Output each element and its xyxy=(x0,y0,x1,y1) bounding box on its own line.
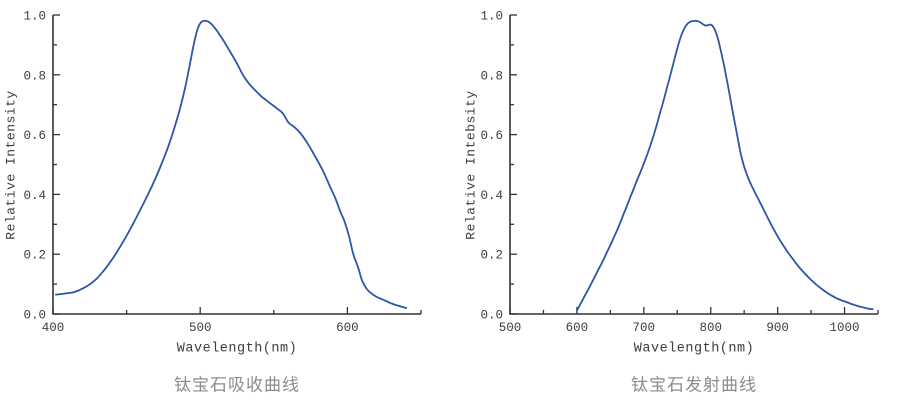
x-tick-label: 500 xyxy=(499,321,522,335)
absorption-chart-title: 钛宝石吸收曲线 xyxy=(174,375,300,395)
y-tick-label: 0.6 xyxy=(480,129,503,143)
y-tick-label: 0.0 xyxy=(23,309,46,323)
y-tick-label: 0.8 xyxy=(480,69,503,83)
x-tick-label: 600 xyxy=(336,321,359,335)
absorption-y-axis-label: Relative Intensity xyxy=(3,90,19,240)
x-tick-label: 700 xyxy=(633,321,656,335)
emission-y-axis-label: Relative Intebsity xyxy=(463,90,479,240)
y-tick-label: 0.6 xyxy=(23,129,46,143)
emission-x-axis-label: Wavelength(nm) xyxy=(633,341,755,357)
y-tick-label: 1.0 xyxy=(480,10,503,24)
emission-curve xyxy=(576,19,874,312)
y-tick-label: 0.4 xyxy=(23,189,46,203)
x-tick-label: 900 xyxy=(766,321,789,335)
x-tick-label: 400 xyxy=(42,321,65,335)
y-tick-label: 0.2 xyxy=(23,249,46,263)
x-tick-label: 1000 xyxy=(830,321,860,335)
y-tick-label: 1.0 xyxy=(23,10,46,24)
tick-marks xyxy=(52,14,422,315)
x-tick-label: 800 xyxy=(699,321,722,335)
absorption-curve xyxy=(55,19,408,309)
absorption-plot-svg: 400 500 600 0.0 0.2 0.4 0.6 0.8 1.0 xyxy=(23,10,422,336)
y-tick-label: 0.4 xyxy=(480,189,503,203)
y-tick-label: 0.8 xyxy=(23,69,46,83)
axis-spines xyxy=(509,15,878,315)
x-tick-label: 500 xyxy=(189,321,212,335)
axis-spines xyxy=(52,15,421,315)
x-tick-label: 600 xyxy=(566,321,589,335)
emission-chart: 500 600 700 800 900 1000 0.0 0.2 0.4 0.6 0.8 1.0 Re… xyxy=(451,0,901,400)
absorption-chart: 400 500 600 0.0 0.2 0.4 0.6 0.8 1.0 Relative Int… xyxy=(3,10,422,395)
tick-labels: 400 500 600 0.0 0.2 0.4 0.6 0.8 1.0 xyxy=(23,10,358,336)
absorption-x-axis-label: Wavelength(nm) xyxy=(176,341,298,357)
y-tick-label: 0.0 xyxy=(480,309,503,323)
emission-plot-svg: 500 600 700 800 900 1000 0.0 0.2 0.4 0.6 0.8 1.0 xyxy=(480,10,879,336)
y-tick-label: 0.2 xyxy=(480,249,503,263)
tick-marks xyxy=(509,14,879,315)
tick-labels: 500 600 700 800 900 1000 0.0 0.2 0.4 0.6 0.8 1.0 xyxy=(480,10,859,336)
emission-chart-title: 钛宝石发射曲线 xyxy=(631,375,757,395)
